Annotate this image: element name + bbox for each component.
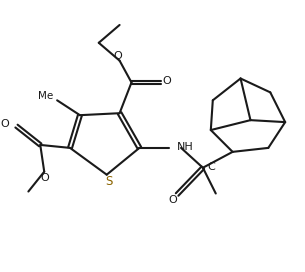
Text: Me: Me — [38, 91, 53, 101]
Text: O: O — [113, 51, 122, 61]
Text: O: O — [1, 119, 9, 129]
Text: O: O — [169, 196, 178, 205]
Text: O: O — [163, 76, 171, 86]
Text: C: C — [208, 162, 216, 172]
Text: O: O — [41, 173, 50, 183]
Text: S: S — [105, 175, 112, 188]
Text: NH: NH — [177, 142, 194, 152]
